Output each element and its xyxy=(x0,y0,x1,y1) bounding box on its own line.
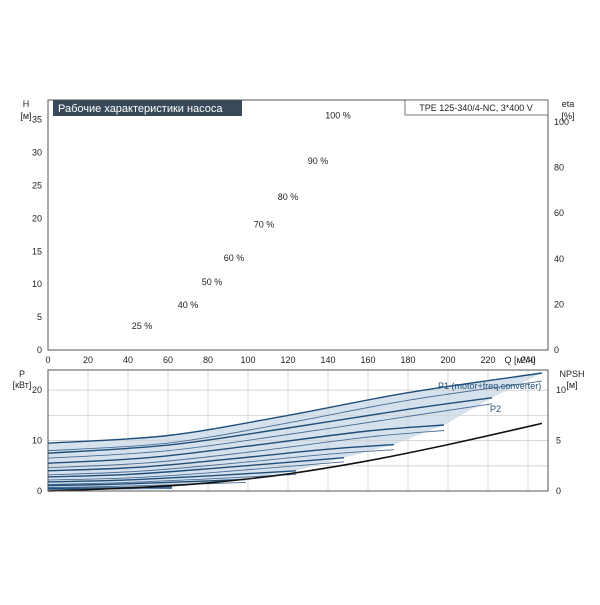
npsh-tick-label: 10 xyxy=(556,385,566,395)
y-tick-label-left: 10 xyxy=(32,279,42,289)
x-tick-label: 120 xyxy=(280,355,295,365)
power-curve-p1 xyxy=(47,424,445,464)
x-tick-label: 80 xyxy=(203,355,213,365)
y-tick-label-right: 20 xyxy=(554,299,564,309)
npsh-tick-label: 0 xyxy=(556,486,561,496)
power-curve-p2 xyxy=(47,380,543,452)
power-curve-p1 xyxy=(47,457,345,478)
y-axis-label-right: eta xyxy=(562,99,575,109)
x-tick-label: 180 xyxy=(400,355,415,365)
npsh-tick-label: 5 xyxy=(556,436,561,446)
power-curve-p1 xyxy=(47,470,297,483)
y-tick-label-right: 40 xyxy=(554,254,564,264)
speed-label: 100 % xyxy=(325,110,351,120)
x-axis-label: Q [м³/ч] xyxy=(505,355,536,365)
p-tick-label: 0 xyxy=(37,486,42,496)
y-axis-unit-left: [м] xyxy=(20,111,31,121)
p-axis-label: P xyxy=(19,369,25,379)
model-box xyxy=(404,99,549,116)
y-tick-label-left: 5 xyxy=(37,312,42,322)
y-tick-label-left: 25 xyxy=(32,181,42,191)
bottom-plot-frame xyxy=(47,369,549,492)
x-tick-label: 40 xyxy=(123,355,133,365)
x-tick-label: 200 xyxy=(440,355,455,365)
power-curve-p2 xyxy=(47,449,395,476)
power-curve-p1 xyxy=(47,397,493,454)
speed-label: 70 % xyxy=(254,220,275,230)
top-plot-frame xyxy=(47,99,549,351)
y-tick-label-left: 35 xyxy=(32,115,42,125)
speed-label: 25 % xyxy=(132,321,153,331)
y-tick-label-right: 80 xyxy=(554,163,564,173)
x-tick-label: 140 xyxy=(320,355,335,365)
y-tick-label-left: 15 xyxy=(32,246,42,256)
p-axis-unit: [кВт] xyxy=(13,380,32,390)
speed-label: 60 % xyxy=(224,253,245,263)
chart-title: Рабочие характеристики насоса xyxy=(58,103,223,115)
power-curve-p2 xyxy=(47,481,247,488)
npsh-axis-unit: [м] xyxy=(566,380,577,390)
title-background xyxy=(53,100,242,116)
y-tick-label-left: 30 xyxy=(32,148,42,158)
x-tick-label: 240 xyxy=(520,355,535,365)
power-curve-p1 xyxy=(47,443,395,472)
speed-label: 50 % xyxy=(202,277,223,287)
power-curve-p2 xyxy=(47,430,445,469)
y-tick-label-left: 0 xyxy=(37,345,42,355)
npsh-axis-label: NPSH xyxy=(559,369,584,379)
power-curve-p2 xyxy=(47,473,297,485)
npsh-curve xyxy=(47,422,543,492)
power-curve-p1 xyxy=(47,372,543,444)
power-curve-p2 xyxy=(47,461,345,481)
speed-label: 40 % xyxy=(178,300,199,310)
speed-label: 80 % xyxy=(278,192,299,202)
y-tick-label-right: 100 xyxy=(554,117,569,127)
x-tick-label: 60 xyxy=(163,355,173,365)
p-tick-label: 10 xyxy=(32,436,42,446)
x-tick-label: 160 xyxy=(360,355,375,365)
speed-label: 90 % xyxy=(308,156,329,166)
legend-p1: P1 (motor+freq.converter) xyxy=(438,381,541,391)
y-tick-label-right: 60 xyxy=(554,208,564,218)
p-tick-label: 20 xyxy=(32,385,42,395)
x-tick-label: 220 xyxy=(480,355,495,365)
power-curve-p1 xyxy=(47,478,247,487)
x-tick-label: 20 xyxy=(83,355,93,365)
y-tick-label-left: 20 xyxy=(32,213,42,223)
model-label: TPE 125-340/4-NC, 3*400 V xyxy=(419,103,533,113)
power-curve-p1 xyxy=(47,486,173,490)
y-axis-unit-right: [%] xyxy=(561,111,574,121)
power-curve-p2 xyxy=(47,403,493,459)
x-tick-label: 0 xyxy=(45,355,50,365)
x-tick-label: 100 xyxy=(240,355,255,365)
y-tick-label-right: 0 xyxy=(554,345,559,355)
y-axis-label-left: H xyxy=(23,99,30,109)
legend-p2: P2 xyxy=(490,404,501,414)
